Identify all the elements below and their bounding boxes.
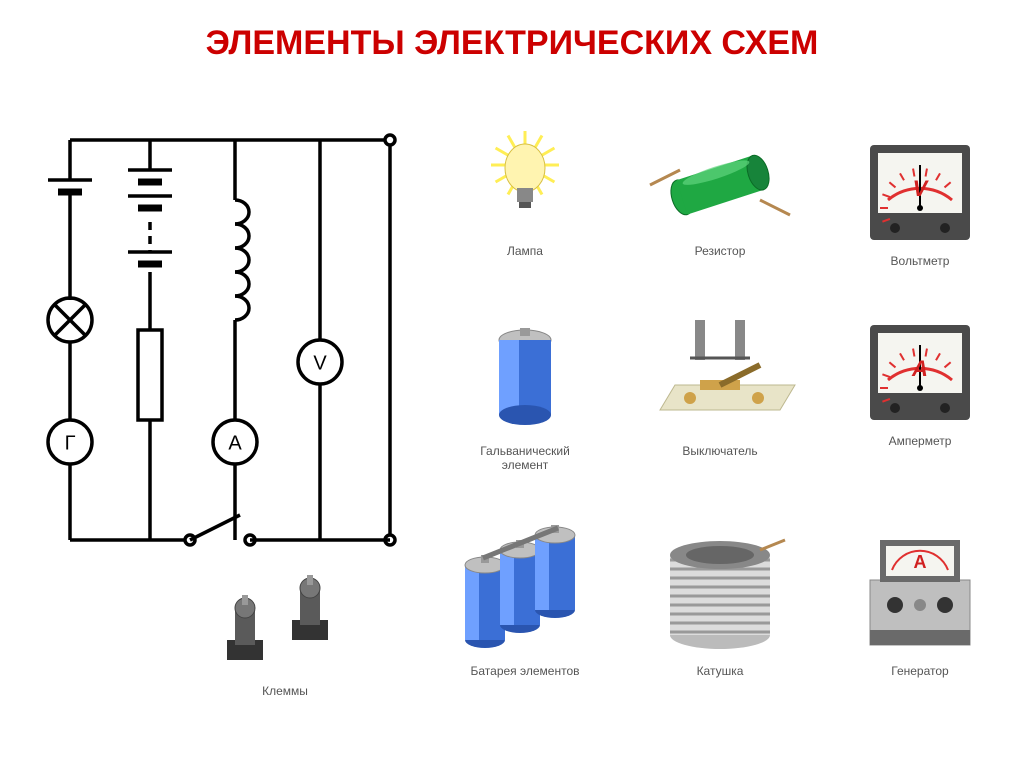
resistor-component: Резистор: [640, 130, 800, 260]
svg-text:A: A: [914, 552, 927, 572]
voltmeter-icon: V: [860, 130, 980, 250]
battery-component: Батарея элементов: [450, 510, 600, 680]
generator-component: A Генератор: [850, 510, 990, 680]
circuit-schematic: Г A V: [30, 120, 410, 620]
switch-component: Выключатель: [640, 310, 800, 460]
switch-label: Выключатель: [640, 444, 800, 458]
battery-label: Батарея элементов: [450, 664, 600, 678]
voltmeter-component: VВольтметр: [850, 130, 990, 260]
terminals-icon: [200, 560, 370, 680]
resistor-label: Резистор: [640, 244, 800, 258]
terminals-label: Клеммы: [200, 684, 370, 698]
voltmeter-label: Вольтметр: [850, 254, 990, 268]
svg-text:A: A: [228, 432, 242, 454]
coil-icon: [650, 510, 790, 660]
resistor-icon: [640, 130, 800, 240]
galvanic-label: Гальванический элемент: [470, 444, 580, 472]
svg-text:V: V: [313, 352, 327, 374]
lamp-icon: [470, 130, 580, 240]
ammeter-icon: A: [860, 310, 980, 430]
generator-icon: A: [850, 510, 990, 660]
page-title: ЭЛЕМЕНТЫ ЭЛЕКТРИЧЕСКИХ СХЕМ: [0, 24, 1024, 63]
galvanic-component: Гальванический элемент: [470, 310, 580, 460]
coil-label: Катушка: [650, 664, 790, 678]
ammeter-label: Амперметр: [850, 434, 990, 448]
galvanic-icon: [470, 310, 580, 440]
terminals-component: Клеммы: [200, 560, 370, 700]
lamp-label: Лампа: [470, 244, 580, 258]
svg-text:Г: Г: [65, 432, 76, 454]
switch-icon: [640, 310, 800, 440]
svg-text:A: A: [911, 356, 928, 381]
lamp-component: Лампа: [470, 130, 580, 260]
generator-label: Генератор: [850, 664, 990, 678]
svg-text:V: V: [913, 176, 930, 201]
coil-component: Катушка: [650, 510, 790, 680]
battery-icon: [450, 510, 600, 660]
ammeter-component: A Амперметр: [850, 310, 990, 460]
